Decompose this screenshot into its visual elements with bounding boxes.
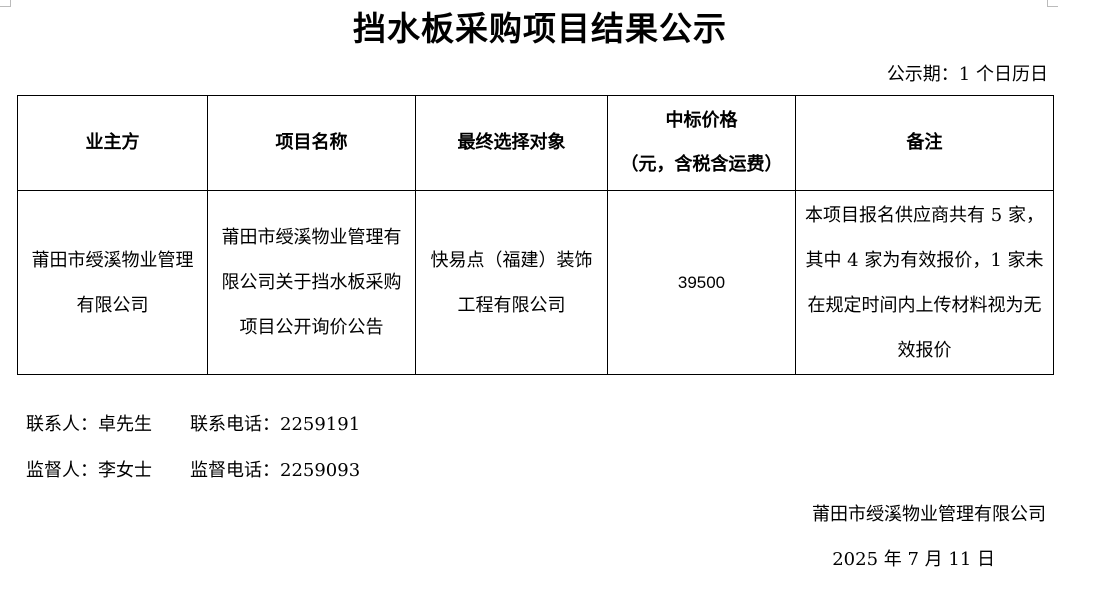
- table-row: 莆田市绶溪物业管理有限公司 莆田市绶溪物业管理有限公司关于挡水板采购项目公开询价…: [17, 190, 1054, 375]
- publicity-period: 公示期：1 个日历日: [886, 64, 1048, 85]
- header-price: 中标价格 （元，含税含运费）: [607, 95, 796, 191]
- header-price-label: 中标价格: [665, 110, 738, 131]
- cell-project: 莆田市绶溪物业管理有限公司关于挡水板采购项目公开询价公告: [207, 190, 416, 375]
- header-price-sub: （元，含税含运费）: [620, 154, 783, 175]
- contact-phone: 2259191: [280, 414, 361, 435]
- header-owner: 业主方: [17, 95, 208, 191]
- cell-price: 39500: [607, 190, 796, 375]
- cell-winner: 快易点（福建）装饰工程有限公司: [415, 190, 608, 375]
- cell-note: 本项目报名供应商共有 5 家，其中 4 家为有效报价，1 家未在规定时间内上传材…: [795, 190, 1054, 375]
- page-title: 挡水板采购项目结果公示: [353, 9, 727, 48]
- page-corner-mark: [1047, 0, 1058, 7]
- contact-person-label: 联系人：: [26, 414, 98, 435]
- supervisor-label: 监督人：: [26, 460, 98, 481]
- supervisor-phone-label: 监督电话：: [190, 460, 280, 481]
- contact-person: 卓先生: [98, 414, 152, 435]
- header-winner: 最终选择对象: [415, 95, 608, 191]
- supervisor-phone: 2259093: [280, 460, 361, 481]
- header-project: 项目名称: [207, 95, 416, 191]
- contact-line: 联系人：卓先生 联系电话：2259191: [26, 410, 360, 436]
- page-corner-mark: [0, 0, 11, 7]
- issuing-organization: 莆田市绶溪物业管理有限公司: [812, 504, 1046, 525]
- table-header-row: 业主方 项目名称 最终选择对象 中标价格 （元，含税含运费） 备注: [17, 95, 1054, 191]
- contact-phone-label: 联系电话：: [190, 414, 280, 435]
- header-note: 备注: [795, 95, 1054, 191]
- supervisor-person: 李女士: [98, 460, 152, 481]
- issue-date: 2025 年 7 月 11 日: [832, 549, 995, 570]
- supervisor-line: 监督人：李女士 监督电话：2259093: [26, 456, 360, 482]
- result-table: 业主方 项目名称 最终选择对象 中标价格 （元，含税含运费） 备注 莆田市绶溪物业…: [17, 95, 1054, 375]
- cell-owner: 莆田市绶溪物业管理有限公司: [17, 190, 208, 375]
